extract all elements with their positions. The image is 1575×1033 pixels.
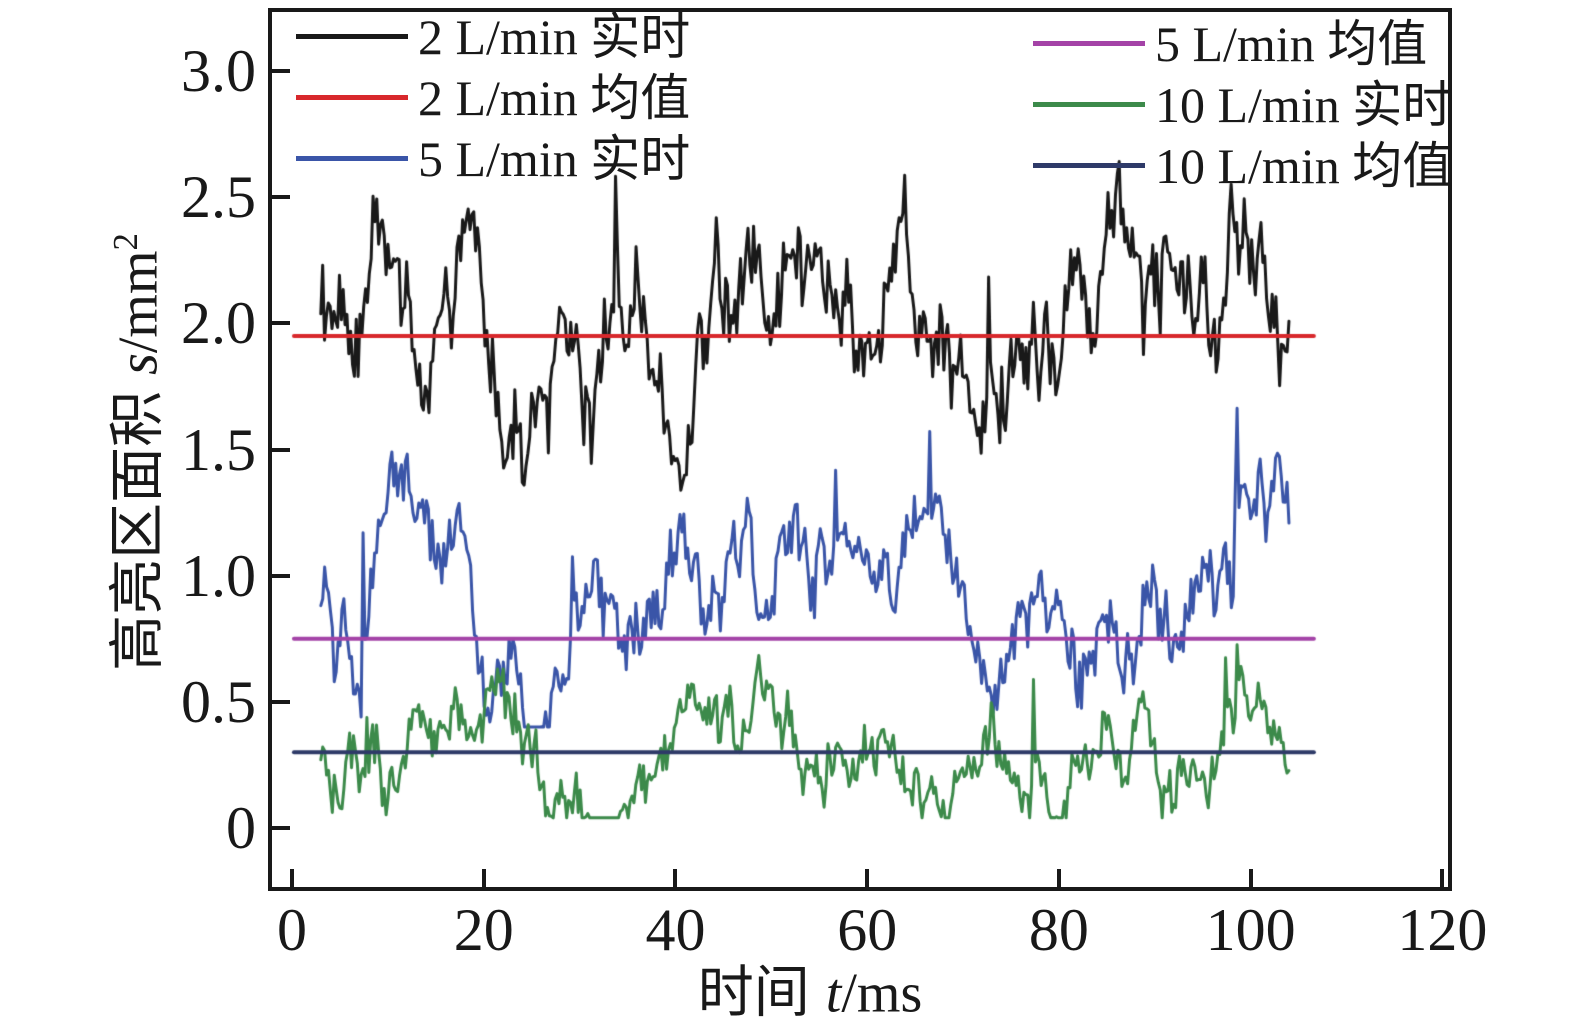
legend-left: 2 L/min 实时 2 L/min 均值 5 L/min 实时 (296, 6, 690, 189)
x-axis-label-unit: /ms (841, 962, 923, 1025)
x-tick-label: 120 (1397, 897, 1488, 963)
y-tick-label: 1.5 (181, 416, 256, 483)
x-axis-tick (481, 869, 486, 887)
x-axis-label-variable: t (825, 962, 842, 1025)
legend-entry: 5 L/min 均值 (1033, 13, 1452, 74)
legend-line-swatch (296, 95, 408, 100)
x-axis-tick (1056, 869, 1061, 887)
legend-label: 5 L/min 均值 (1155, 15, 1428, 72)
x-axis-tick (1440, 869, 1445, 887)
y-axis-tick (272, 321, 290, 326)
legend-label: 10 L/min 均值 (1155, 137, 1453, 194)
y-tick-label: 2.0 (181, 290, 256, 357)
x-tick-label: 0 (277, 897, 308, 963)
x-tick-label: 80 (1028, 897, 1089, 963)
legend-line-swatch (296, 34, 408, 39)
y-axis-tick (272, 573, 290, 578)
y-tick-label: 3.0 (181, 38, 256, 105)
y-tick-label: 0 (226, 794, 256, 861)
y-axis-label-variable: s (107, 353, 170, 375)
legend-label: 10 L/min 实时 (1155, 76, 1453, 133)
y-axis-tick (272, 447, 290, 452)
x-axis-label: 时间 t/ms (698, 948, 922, 1029)
legend-entry: 2 L/min 实时 (296, 6, 690, 67)
y-axis-tick (272, 825, 290, 830)
y-tick-label: 2.5 (181, 164, 256, 231)
legend-line-swatch (1033, 102, 1145, 107)
x-tick-label: 20 (453, 897, 514, 963)
legend-entry: 2 L/min 均值 (296, 67, 690, 128)
y-axis-label-cn: 高亮区面积 (107, 390, 170, 671)
legend-label: 5 L/min 实时 (418, 130, 691, 187)
x-tick-label: 100 (1205, 897, 1296, 963)
legend-entry: 10 L/min 实时 (1033, 74, 1452, 135)
y-axis-label-superscript: 2 (105, 233, 145, 251)
y-tick-label: 0.5 (181, 668, 256, 735)
legend-entry: 5 L/min 实时 (296, 128, 690, 189)
y-axis-tick (272, 699, 290, 704)
legend-label: 2 L/min 均值 (418, 69, 691, 126)
legend-right: 5 L/min 均值 10 L/min 实时 10 L/min 均值 (1033, 13, 1452, 196)
legend-line-swatch (1033, 41, 1145, 46)
x-tick-label: 60 (837, 897, 898, 963)
x-axis-tick (1248, 869, 1253, 887)
x-axis-tick (673, 869, 678, 887)
legend-line-swatch (1033, 163, 1145, 168)
legend-entry: 10 L/min 均值 (1033, 135, 1452, 196)
legend-label: 2 L/min 实时 (418, 8, 691, 65)
y-tick-label: 1.0 (181, 542, 256, 609)
y-axis-label-unit: /mm (107, 250, 170, 354)
y-axis-label: 高亮区面积 s/mm2 (93, 233, 174, 671)
y-axis-tick (272, 195, 290, 200)
x-axis-label-cn: 时间 (697, 962, 810, 1025)
y-axis-tick (272, 69, 290, 74)
x-axis-tick (865, 869, 870, 887)
x-axis-tick (290, 869, 295, 887)
legend-line-swatch (296, 156, 408, 161)
x-tick-label: 40 (645, 897, 706, 963)
